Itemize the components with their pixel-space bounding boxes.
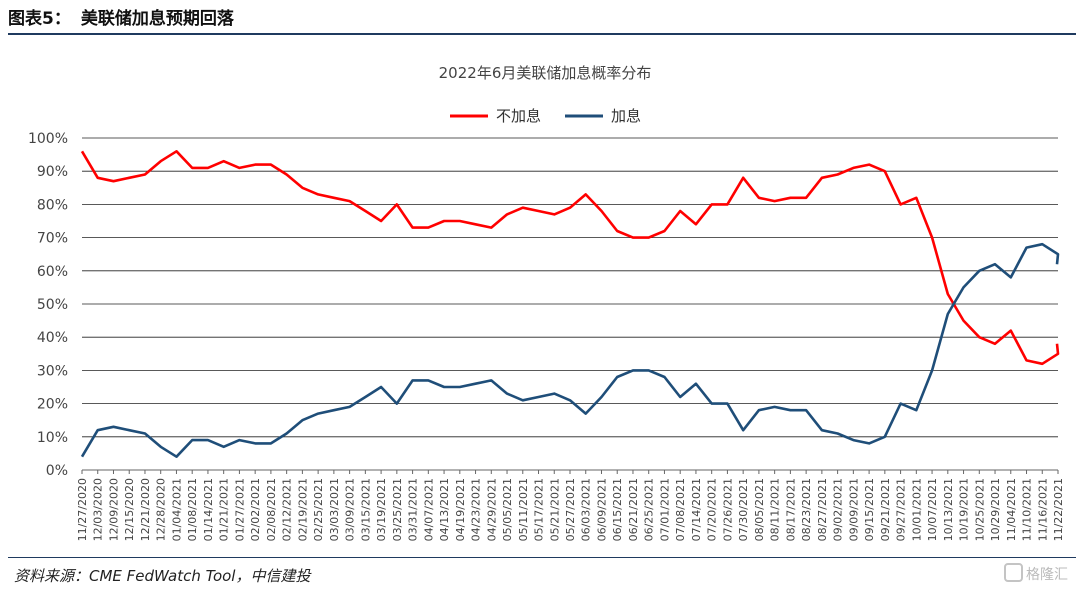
- x-tick-label: 09/02/2021: [832, 478, 845, 541]
- x-tick-label: 08/11/2021: [769, 478, 782, 541]
- x-tick-label: 08/27/2021: [816, 478, 829, 541]
- figure-title: 图表5： 美联储加息预期回落: [8, 4, 234, 29]
- y-tick-label: 20%: [37, 397, 68, 413]
- x-tick-label: 02/08/2021: [265, 478, 278, 541]
- x-tick-label: 02/12/2021: [281, 478, 294, 541]
- line-chart: 2022年6月美联储加息概率分布 不加息 加息 0% 10% 20% 30% 40% 50…: [28, 64, 1065, 541]
- x-tick-label: 12/09/2020: [107, 478, 120, 541]
- x-tick-label: 01/08/2021: [186, 478, 199, 541]
- series-line-no-hike: [80, 150, 1060, 366]
- x-tick-label: 11/22/2021: [1052, 478, 1065, 541]
- x-tick-label: 01/21/2021: [218, 478, 231, 541]
- legend-label-hike: 加息: [611, 107, 641, 125]
- x-tick-label: 07/26/2021: [721, 478, 734, 541]
- x-tick-label: 06/15/2021: [611, 478, 624, 541]
- x-tick-label: 09/09/2021: [847, 478, 860, 541]
- x-tick-label: 05/11/2021: [517, 478, 530, 541]
- y-tick-label: 0%: [46, 463, 68, 479]
- chart-title: 2022年6月美联储加息概率分布: [439, 64, 652, 82]
- top-rule: [8, 33, 1076, 35]
- x-tick-label: 11/27/2020: [76, 478, 89, 541]
- x-tick-label: 09/15/2021: [863, 478, 876, 541]
- legend-label-no-hike: 不加息: [496, 107, 541, 125]
- x-tick-label: 04/19/2021: [454, 478, 467, 541]
- x-tick-label: 03/03/2021: [328, 478, 341, 541]
- y-tick-label: 100%: [28, 131, 68, 147]
- x-tick-label: 01/27/2021: [233, 478, 246, 541]
- x-axis: 11/27/2020 12/03/2020 12/09/2020 12/15/2020…: [76, 470, 1065, 541]
- watermark: 格隆汇: [1004, 563, 1068, 584]
- y-tick-label: 90%: [37, 164, 68, 180]
- x-tick-label: 03/25/2021: [391, 478, 404, 541]
- x-tick-label: 05/05/2021: [501, 478, 514, 541]
- x-tick-label: 04/13/2021: [438, 478, 451, 541]
- figure-heading: 美联储加息预期回落: [80, 9, 234, 29]
- x-tick-label: 03/31/2021: [407, 478, 420, 541]
- watermark-logo-icon: [1004, 563, 1023, 582]
- x-tick-label: 11/16/2021: [1036, 478, 1049, 541]
- bottom-rule: [8, 557, 1076, 558]
- y-tick-label: 80%: [37, 197, 68, 213]
- x-tick-label: 09/27/2021: [895, 478, 908, 541]
- x-tick-label: 05/27/2021: [564, 478, 577, 541]
- x-tick-label: 05/21/2021: [548, 478, 561, 541]
- y-tick-label: 70%: [37, 231, 68, 247]
- watermark-text: 格隆汇: [1026, 567, 1068, 583]
- gridlines: [82, 137, 1058, 471]
- x-tick-label: 06/09/2021: [595, 478, 608, 541]
- x-tick-label: 06/03/2021: [580, 478, 593, 541]
- x-tick-label: 08/17/2021: [784, 478, 797, 541]
- legend: 不加息 加息: [450, 107, 641, 125]
- x-tick-label: 10/19/2021: [958, 478, 971, 541]
- x-tick-label: 07/20/2021: [706, 478, 719, 541]
- x-tick-label: 12/28/2020: [155, 478, 168, 541]
- x-tick-label: 02/02/2021: [249, 478, 262, 541]
- x-tick-label: 10/07/2021: [926, 478, 939, 541]
- x-tick-label: 12/03/2020: [92, 478, 105, 541]
- x-tick-label: 03/15/2021: [359, 478, 372, 541]
- x-tick-label: 04/23/2021: [470, 478, 483, 541]
- y-tick-label: 30%: [37, 363, 68, 379]
- x-tick-label: 10/29/2021: [989, 478, 1002, 541]
- x-tick-label: 10/25/2021: [973, 478, 986, 541]
- y-tick-label: 40%: [37, 330, 68, 346]
- x-tick-label: 12/15/2020: [123, 478, 136, 541]
- x-tick-label: 07/01/2021: [658, 478, 671, 541]
- x-tick-label: 02/19/2021: [296, 478, 309, 541]
- x-tick-label: 12/21/2020: [139, 478, 152, 541]
- series-line-hike: [80, 242, 1060, 458]
- x-tick-label: 03/19/2021: [375, 478, 388, 541]
- figure-label: 图表5：: [8, 9, 71, 29]
- x-tick-label: 07/30/2021: [737, 478, 750, 541]
- x-tick-label: 04/29/2021: [485, 478, 498, 541]
- x-tick-label: 07/14/2021: [690, 478, 703, 541]
- x-tick-label: 07/08/2021: [674, 478, 687, 541]
- x-tick-label: 02/25/2021: [312, 478, 325, 541]
- x-tick-label: 06/25/2021: [643, 478, 656, 541]
- x-tick-label: 10/13/2021: [942, 478, 955, 541]
- y-tick-label: 60%: [37, 264, 68, 280]
- x-tick-label: 04/07/2021: [422, 478, 435, 541]
- x-tick-label: 01/14/2021: [202, 478, 215, 541]
- y-tick-label: 50%: [37, 297, 68, 313]
- source-note: 资料来源：CME FedWatch Tool，中信建投: [14, 567, 311, 585]
- x-tick-label: 03/09/2021: [344, 478, 357, 541]
- x-tick-label: 01/04/2021: [170, 478, 183, 541]
- x-tick-label: 09/21/2021: [879, 478, 892, 541]
- y-tick-label: 10%: [37, 430, 68, 446]
- x-tick-label: 11/04/2021: [1005, 478, 1018, 541]
- x-tick-label: 06/21/2021: [627, 478, 640, 541]
- x-tick-label: 11/10/2021: [1021, 478, 1034, 541]
- x-tick-label: 08/05/2021: [753, 478, 766, 541]
- x-tick-label: 05/17/2021: [533, 478, 546, 541]
- y-axis: 0% 10% 20% 30% 40% 50% 60% 70% 80% 90% 100%: [28, 131, 68, 479]
- x-tick-label: 10/01/2021: [910, 478, 923, 541]
- series-lines: [80, 150, 1060, 458]
- x-tick-label: 08/23/2021: [800, 478, 813, 541]
